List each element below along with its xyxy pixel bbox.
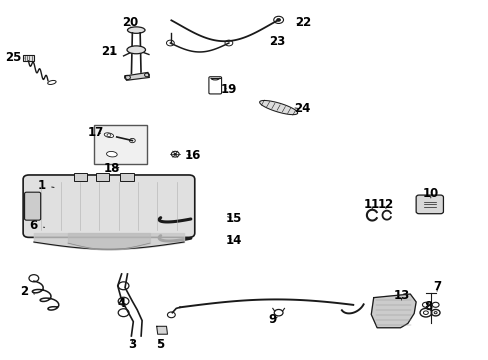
Text: 22: 22	[294, 17, 310, 30]
Bar	[74, 173, 87, 181]
Text: 2: 2	[20, 285, 35, 298]
Bar	[96, 173, 109, 181]
Text: 8: 8	[424, 300, 432, 313]
Text: 5: 5	[156, 338, 164, 351]
Polygon shape	[370, 294, 415, 328]
Bar	[94, 126, 147, 164]
Ellipse shape	[48, 80, 56, 85]
Text: 1: 1	[38, 179, 54, 192]
Text: 14: 14	[225, 234, 242, 247]
Text: 12: 12	[377, 198, 393, 211]
Text: 21: 21	[101, 45, 117, 58]
Ellipse shape	[104, 133, 113, 138]
Ellipse shape	[106, 152, 117, 157]
Text: 9: 9	[268, 313, 277, 327]
FancyBboxPatch shape	[415, 195, 443, 214]
Text: 11: 11	[364, 198, 380, 211]
Circle shape	[276, 18, 280, 21]
Bar	[120, 173, 134, 181]
Text: 19: 19	[220, 83, 237, 96]
Text: 17: 17	[87, 126, 103, 139]
Text: 25: 25	[5, 51, 24, 64]
Text: 18: 18	[103, 162, 120, 175]
FancyBboxPatch shape	[23, 175, 194, 237]
Text: 6: 6	[30, 219, 44, 233]
FancyBboxPatch shape	[208, 77, 221, 94]
FancyBboxPatch shape	[24, 192, 41, 220]
Text: 16: 16	[185, 149, 201, 162]
Bar	[23, 55, 34, 61]
Text: 7: 7	[432, 280, 440, 293]
Polygon shape	[125, 72, 149, 80]
Text: 20: 20	[122, 17, 138, 30]
Text: 3: 3	[128, 338, 136, 351]
Ellipse shape	[127, 46, 145, 54]
Text: 24: 24	[293, 103, 309, 116]
Text: 10: 10	[422, 187, 438, 200]
Text: 13: 13	[392, 289, 409, 302]
Polygon shape	[259, 100, 297, 114]
Polygon shape	[157, 326, 167, 334]
Text: 23: 23	[269, 35, 285, 49]
Text: 4: 4	[117, 297, 125, 310]
Circle shape	[173, 153, 176, 155]
Text: 15: 15	[225, 212, 242, 225]
Ellipse shape	[127, 27, 145, 33]
